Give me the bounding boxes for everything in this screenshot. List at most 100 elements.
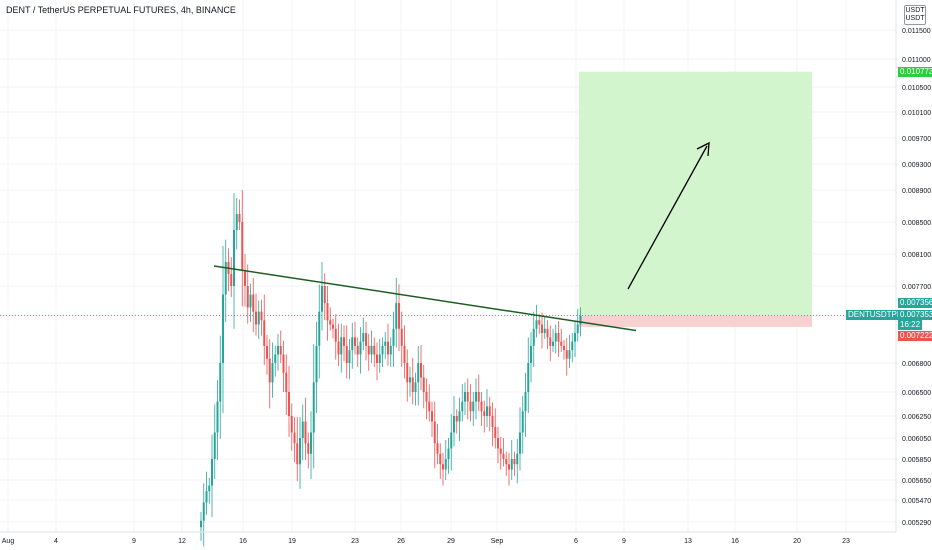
candle — [576, 309, 579, 342]
candle — [411, 357, 414, 405]
candle-body — [466, 392, 469, 402]
candle-body — [505, 459, 508, 465]
candle — [442, 452, 444, 486]
descending-trendline[interactable] — [213, 265, 637, 332]
candle — [329, 307, 332, 331]
candle-body — [530, 345, 532, 363]
time-axis[interactable]: Aug 4 9 12 16 19 23 26 29 Sep 6 9 13 16 20 23 — [2, 538, 850, 545]
candle — [241, 190, 244, 307]
y-tick-label: 0.005290 — [902, 520, 931, 527]
candle-body — [230, 274, 233, 286]
x-tick-label: 26 — [397, 538, 405, 545]
candle — [477, 374, 480, 412]
candle — [535, 304, 538, 338]
price-axis[interactable]: 0.011500 0.011000 0.010500 0.010100 0.009700… — [902, 28, 931, 527]
candle-body — [554, 333, 557, 342]
candle — [288, 365, 290, 437]
candle — [488, 396, 491, 432]
y-tick-label: 0.007700 — [902, 284, 931, 291]
candle — [552, 328, 554, 352]
candle-body — [299, 438, 301, 465]
candle-body — [395, 303, 398, 329]
stop-price-tag: 0.007222 — [898, 331, 932, 341]
candle-body — [475, 392, 477, 402]
last-price-tag: 0.007356 — [898, 298, 932, 308]
candle — [227, 248, 230, 292]
candle-body — [337, 341, 340, 355]
candle-body — [425, 392, 428, 402]
y-tick-label: 0.008900 — [902, 188, 931, 195]
candle-body — [420, 363, 422, 378]
currency-selector[interactable]: USDT USDT — [904, 5, 926, 25]
candle — [541, 312, 543, 349]
candle — [348, 339, 351, 380]
candle — [508, 452, 510, 486]
candle-body — [307, 443, 310, 454]
arrow-shaft — [627, 145, 708, 290]
candle-body — [494, 427, 497, 438]
x-tick-label: 13 — [684, 538, 692, 545]
candle-body — [249, 294, 252, 308]
ticker-tag: DENTUSDTPERP — [846, 310, 916, 320]
candle-body — [263, 320, 266, 346]
candle — [395, 278, 398, 348]
candle-body — [461, 401, 464, 412]
candle — [472, 392, 475, 426]
candle — [312, 344, 315, 469]
candle — [543, 315, 546, 340]
candle — [483, 400, 486, 433]
candle — [494, 408, 497, 449]
candle-body — [576, 324, 579, 334]
candle-body — [400, 328, 403, 346]
candle-body — [202, 502, 205, 521]
candle-body — [565, 350, 568, 359]
arrow-head — [696, 141, 710, 157]
candle-body — [367, 345, 370, 355]
candle-body — [497, 438, 499, 449]
candle-body — [409, 377, 411, 383]
candle-body — [266, 345, 268, 359]
y-tick-label: 0.005850 — [902, 457, 931, 464]
grid — [0, 0, 896, 532]
y-tick-label: 0.011000 — [902, 57, 931, 64]
candle — [359, 327, 362, 374]
candle-body — [433, 421, 436, 444]
candle — [491, 402, 494, 447]
candle-body — [310, 432, 312, 454]
candle-body — [378, 354, 381, 363]
candle-body — [455, 416, 458, 422]
candle — [376, 342, 378, 381]
candle — [246, 264, 249, 324]
candle-body — [491, 416, 494, 427]
position-zones — [579, 71, 812, 327]
y-tick-label: 0.009300 — [902, 162, 931, 169]
candle — [268, 339, 271, 409]
candle — [538, 314, 541, 334]
arrow-annotation[interactable] — [627, 141, 710, 290]
candle — [299, 417, 301, 489]
candle — [461, 384, 464, 422]
candle — [519, 407, 521, 471]
candle — [301, 404, 304, 461]
candle-body — [579, 315, 582, 325]
x-tick-label: 12 — [178, 538, 186, 545]
candle — [398, 284, 400, 352]
candle-body — [246, 286, 249, 308]
candle — [367, 333, 370, 371]
candle-body — [334, 328, 337, 342]
x-tick-label: 16 — [239, 538, 247, 545]
candle-body — [282, 354, 285, 373]
candle-body — [301, 421, 304, 438]
candle-body — [376, 354, 378, 363]
candle-body — [557, 333, 560, 342]
candle-body — [521, 411, 524, 433]
candle-body — [472, 401, 475, 412]
candle — [332, 318, 334, 339]
x-tick-label: 4 — [54, 538, 58, 545]
candle — [505, 451, 508, 476]
candle — [480, 392, 483, 426]
y-tick-label: 0.006500 — [902, 390, 931, 397]
candle-body — [257, 311, 260, 325]
candle-body — [340, 337, 343, 355]
